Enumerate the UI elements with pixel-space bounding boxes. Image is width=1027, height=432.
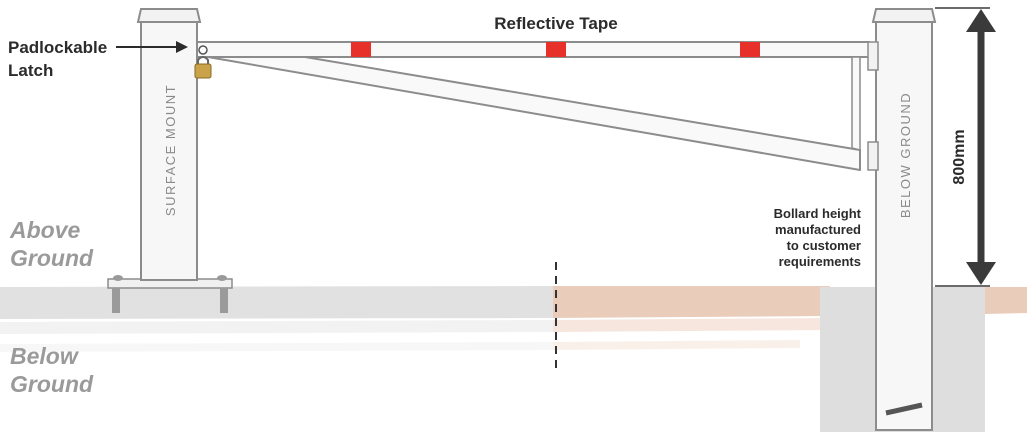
above-ground-line: Above [9,217,81,243]
ground-surface-band [0,286,1027,352]
below-ground-line: Ground [10,371,94,397]
bollard-note-line: to customer [787,238,861,253]
reflective-tape-3 [740,42,760,57]
below-ground-label: Below Ground [10,343,94,397]
reflective-tape-strips [351,42,760,57]
bollard-note-line: Bollard height [774,206,862,221]
bollard-note-line: manufactured [775,222,861,237]
surface-mount-label: SURFACE MOUNT [163,84,178,216]
surface-mount-post [136,8,202,281]
latch-label-line1: Padlockable [8,38,107,57]
dimension-arrow [935,7,996,287]
reflective-tape-1 [351,42,371,57]
above-ground-line: Ground [10,245,94,271]
bollard-note-line: requirements [779,254,861,269]
gate-arm [196,41,879,171]
below-ground-post [871,8,937,431]
dimension-label: 800mm [951,129,968,184]
above-ground-label: Above Ground [9,217,94,271]
reflective-tape-2 [546,42,566,57]
reflective-tape-label: Reflective Tape [494,14,617,33]
padlock-icon [194,45,212,79]
latch-label-line2: Latch [8,61,53,80]
latch-callout-arrow [116,41,188,53]
surface-mount-base [107,275,233,313]
bollard-note: Bollard height manufactured to customer … [774,206,862,269]
below-ground-post-label: BELOW GROUND [898,92,913,218]
below-ground-line: Below [10,343,80,369]
